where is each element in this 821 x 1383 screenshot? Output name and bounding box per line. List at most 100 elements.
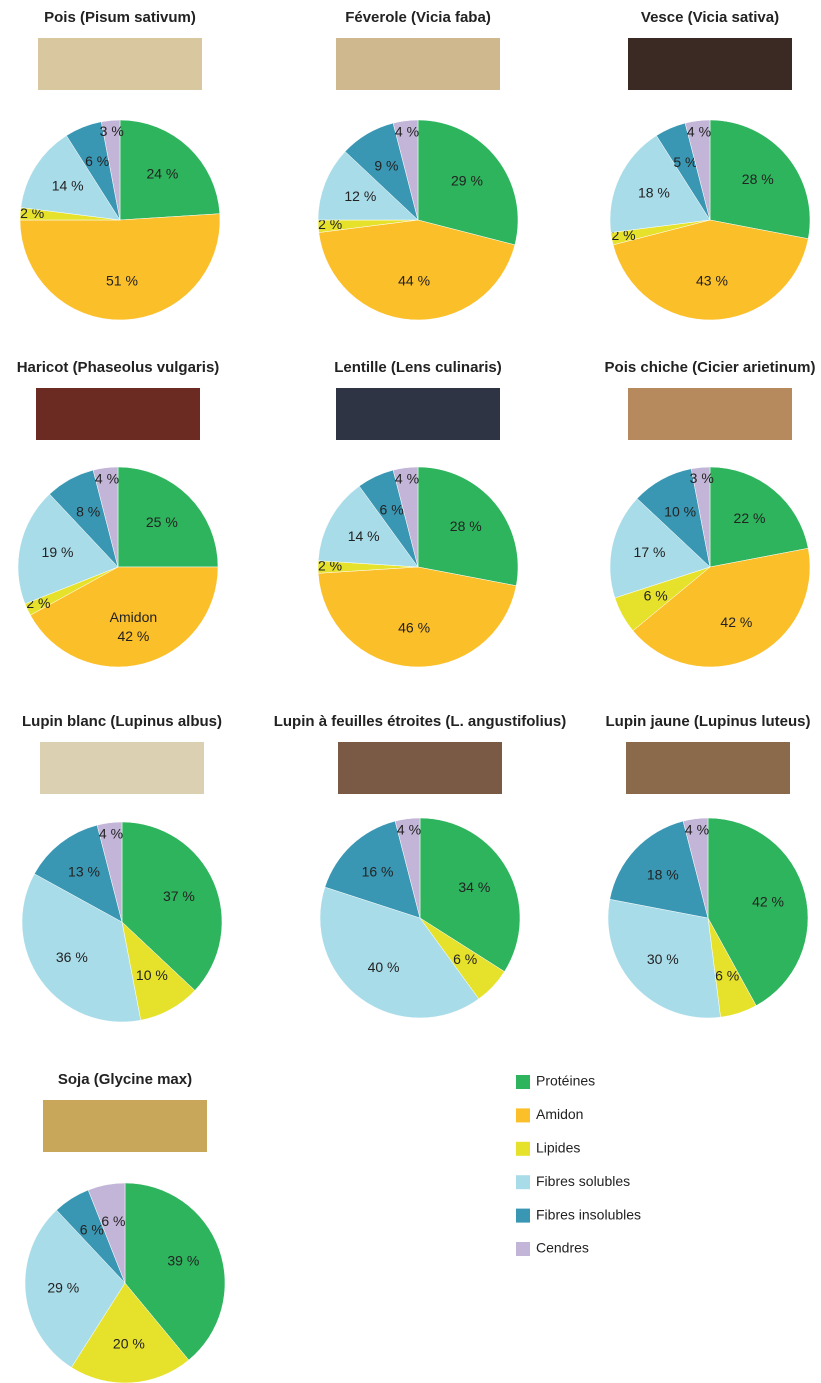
value-label: 6 % bbox=[380, 502, 404, 518]
seed-photo bbox=[628, 38, 792, 90]
value-label: 44 % bbox=[398, 273, 430, 289]
pie-slice bbox=[17, 493, 119, 605]
seed-photo bbox=[338, 742, 502, 794]
value-label: 22 % bbox=[734, 510, 766, 526]
pie-slice bbox=[121, 821, 223, 991]
pie-slice bbox=[632, 547, 811, 668]
seed-photo bbox=[626, 742, 790, 794]
annotation: Amidon bbox=[110, 609, 157, 625]
value-label: 12 % bbox=[344, 188, 376, 204]
value-label: 46 % bbox=[398, 620, 430, 636]
value-label: 4 % bbox=[685, 821, 709, 837]
value-label: 6 % bbox=[101, 1213, 125, 1229]
value-label: 20 % bbox=[113, 1336, 145, 1352]
seed-photo bbox=[336, 38, 500, 90]
pie-slice bbox=[324, 820, 421, 919]
chart-title: Lentille (Lens culinaris) bbox=[334, 359, 502, 376]
seed-photo bbox=[43, 1100, 207, 1152]
pie-slice bbox=[87, 1182, 126, 1284]
value-label: 36 % bbox=[56, 949, 88, 965]
value-label: 29 % bbox=[47, 1280, 79, 1296]
value-label: 6 % bbox=[715, 968, 739, 984]
pie-slice bbox=[394, 817, 421, 919]
pie-slice bbox=[19, 213, 221, 321]
legend-label: Fibres solubles bbox=[536, 1173, 630, 1189]
pie-slice bbox=[21, 873, 142, 1023]
value-label: 18 % bbox=[638, 184, 670, 200]
value-label: 17 % bbox=[634, 544, 666, 560]
pie-slice bbox=[318, 219, 516, 321]
legend-label: Lipides bbox=[536, 1140, 580, 1156]
value-label: 42 % bbox=[752, 893, 784, 909]
legend-swatch bbox=[516, 1108, 530, 1123]
value-label: 10 % bbox=[136, 967, 168, 983]
value-label: 8 % bbox=[76, 503, 100, 519]
pie-slice bbox=[707, 817, 809, 1006]
seed-photo bbox=[336, 388, 500, 440]
pie-slice bbox=[92, 466, 119, 568]
legend-label: Protéines bbox=[536, 1073, 595, 1089]
value-label: 4 % bbox=[99, 825, 123, 841]
pie-slice bbox=[96, 821, 123, 923]
chart-title: Lupin à feuilles étroites (L. angustifol… bbox=[274, 713, 567, 730]
value-label: 25 % bbox=[146, 514, 178, 530]
pie-slice bbox=[709, 466, 809, 568]
value-label: 29 % bbox=[451, 173, 483, 189]
pie-slice bbox=[117, 466, 219, 568]
pie-slice bbox=[609, 498, 711, 599]
chart-title: Lupin blanc (Lupinus albus) bbox=[22, 713, 222, 730]
value-label: 43 % bbox=[696, 273, 728, 289]
value-label: 39 % bbox=[167, 1253, 199, 1269]
pie-slice bbox=[119, 119, 221, 221]
value-label: 42 % bbox=[117, 628, 149, 644]
value-label: 3 % bbox=[690, 470, 714, 486]
value-label: 3 % bbox=[100, 123, 124, 139]
pie-slice bbox=[690, 466, 711, 568]
pie-slice bbox=[612, 219, 809, 321]
pie-slice bbox=[417, 466, 519, 587]
pie-slice bbox=[124, 1182, 226, 1361]
value-label: 4 % bbox=[95, 470, 119, 486]
legend-swatch bbox=[516, 1242, 530, 1256]
value-label: 4 % bbox=[395, 123, 419, 139]
pie-slice bbox=[392, 119, 419, 221]
pie-slice bbox=[609, 820, 709, 919]
value-label: 19 % bbox=[42, 544, 74, 560]
chart-title: Haricot (Phaseolus vulgaris) bbox=[17, 359, 220, 376]
value-label: 4 % bbox=[687, 123, 711, 139]
pie-slice bbox=[684, 119, 711, 221]
value-label: 28 % bbox=[742, 171, 774, 187]
pie-slice bbox=[24, 1209, 126, 1368]
chart-title: Féverole (Vicia faba) bbox=[345, 9, 491, 26]
pie-slice bbox=[34, 824, 123, 923]
seed-photo bbox=[628, 388, 792, 440]
pie-slice bbox=[317, 566, 517, 668]
seed-photo bbox=[40, 742, 204, 794]
pie-slice bbox=[100, 119, 121, 221]
value-label: 30 % bbox=[647, 951, 679, 967]
legend-swatch bbox=[516, 1141, 530, 1156]
value-label: 28 % bbox=[450, 518, 482, 534]
pie-slice bbox=[317, 485, 419, 568]
value-label: 14 % bbox=[348, 528, 380, 544]
legend-label: Cendres bbox=[536, 1240, 589, 1256]
pie-slice bbox=[317, 151, 419, 221]
chart-title: Pois (Pisum sativum) bbox=[44, 9, 196, 26]
value-label: 16 % bbox=[362, 864, 394, 880]
value-label: 34 % bbox=[458, 879, 490, 895]
legend-label: Amidon bbox=[536, 1106, 583, 1122]
pie-slice bbox=[607, 898, 721, 1019]
seed-photo bbox=[36, 388, 200, 440]
value-label: 4 % bbox=[397, 821, 421, 837]
value-label: 42 % bbox=[720, 614, 752, 630]
value-label: 6 % bbox=[453, 951, 477, 967]
pie-slice bbox=[30, 566, 219, 668]
value-label: 13 % bbox=[68, 864, 100, 880]
pie-slice bbox=[609, 135, 711, 233]
legend-label: Fibres insolubles bbox=[536, 1206, 641, 1222]
value-label: 6 % bbox=[80, 1221, 104, 1237]
legend-swatch bbox=[516, 1208, 530, 1223]
seed-photo bbox=[38, 38, 202, 90]
pie-slice bbox=[417, 119, 519, 246]
